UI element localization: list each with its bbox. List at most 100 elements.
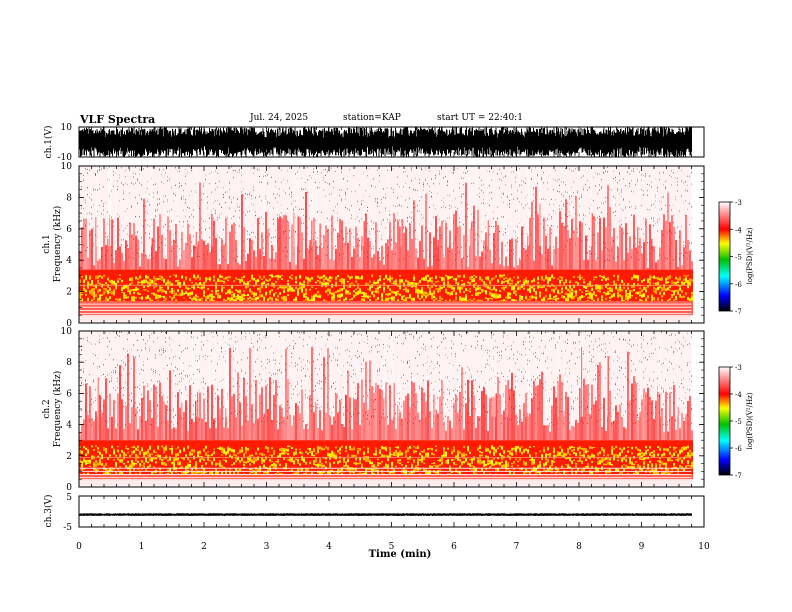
spectrogram-yellow-pixel <box>147 295 149 300</box>
spectrogram-yellow-pixel <box>321 275 323 279</box>
spectrogram-yellow-pixel <box>273 293 275 297</box>
spectrogram-column <box>373 254 375 270</box>
spectrogram-yellow-pixel <box>563 295 565 298</box>
spectrogram-low-band <box>241 301 243 316</box>
spectrogram-speck <box>547 182 548 184</box>
spectrogram-speck <box>121 239 122 241</box>
spectrogram-yellow-pixel <box>361 299 363 303</box>
spectrogram-speck <box>489 204 490 207</box>
spectrogram-low-band <box>669 301 671 316</box>
spectrogram-low-band <box>579 301 581 316</box>
spectrogram-speck <box>637 179 638 181</box>
spectrogram-column <box>587 259 589 270</box>
spectrogram-speck <box>339 235 340 237</box>
spectrogram-speck <box>411 221 412 223</box>
spectrogram-speck <box>191 214 192 216</box>
spectrogram-speck <box>317 237 318 239</box>
spectrogram-yellow-pixel <box>565 286 567 290</box>
spectrogram-column <box>145 255 147 270</box>
spectrogram-yellow-pixel <box>191 286 193 288</box>
spectrogram-column <box>271 245 273 270</box>
spectrogram-speck <box>263 247 264 249</box>
spectrogram-yellow-pixel <box>223 280 225 283</box>
spectrogram-low-band <box>363 301 365 316</box>
spectrogram-yellow-pixel <box>349 276 351 280</box>
spectrogram-yellow-pixel <box>479 286 481 290</box>
spectrogram-yellow-pixel <box>637 283 639 287</box>
spectrogram-low-band <box>685 301 687 316</box>
spectrogram-low-band <box>127 301 129 316</box>
spectrogram-speck <box>91 419 92 421</box>
spectrogram-speck <box>645 240 646 242</box>
spectrogram-speck <box>599 222 600 225</box>
spectrogram-low-band <box>89 301 91 316</box>
spectrogram-speck <box>119 403 120 405</box>
spectrogram-yellow-pixel <box>501 274 503 278</box>
spectrogram-yellow-pixel <box>453 286 455 289</box>
spectrogram-speck <box>639 171 640 173</box>
spectrogram-yellow-pixel <box>87 462 89 464</box>
spectrogram-speck <box>183 198 184 200</box>
spectrogram-yellow-pixel <box>227 297 229 301</box>
spectrogram-speck <box>593 200 594 202</box>
spectrogram-yellow-pixel <box>649 275 651 279</box>
spectrogram-speck <box>117 180 118 182</box>
spectrogram-yellow-pixel <box>431 280 433 284</box>
spectrogram-yellow-pixel <box>403 282 405 286</box>
spectrogram-speck <box>147 223 148 226</box>
spectrogram-speck <box>245 250 246 252</box>
spectrogram-yellow-pixel <box>507 278 509 282</box>
spectrogram-yellow-pixel <box>203 287 205 289</box>
spectrogram-speck <box>651 181 652 183</box>
spectrogram-low-band <box>135 301 137 316</box>
spectrogram-speck <box>327 254 328 256</box>
spectrogram-yellow-pixel <box>129 289 131 292</box>
spectrogram-speck <box>221 212 222 214</box>
spectrogram-yellow-pixel <box>683 282 685 284</box>
spectrogram-yellow-pixel <box>641 295 643 298</box>
spectrogram-yellow-pixel <box>367 295 369 298</box>
spectrogram-speck <box>189 207 190 209</box>
spectrogram-speck <box>233 258 234 260</box>
spectrogram-yellow-pixel <box>633 288 635 292</box>
spectrogram-yellow-pixel <box>673 293 675 296</box>
spectrogram-low-band <box>391 301 393 316</box>
spectrogram-speck <box>113 221 114 223</box>
spectrogram-yellow-pixel <box>137 291 139 295</box>
spectrogram-yellow-pixel <box>189 292 191 294</box>
spectrogram-speck <box>339 194 340 197</box>
spectrogram-speck <box>347 247 348 249</box>
spectrogram-speck <box>409 223 410 225</box>
spectrogram-yellow-pixel <box>389 297 391 299</box>
spectrogram-yellow-pixel <box>599 288 601 291</box>
spectrogram-speck <box>237 206 238 208</box>
spectrogram-speck <box>375 200 376 202</box>
spectrogram-speck <box>219 203 220 205</box>
spectrogram-speck <box>441 246 442 248</box>
spectrogram-speck <box>107 337 108 339</box>
spectrogram-speck <box>529 167 530 169</box>
spectrogram-yellow-pixel <box>319 277 321 280</box>
spectrogram-speck <box>427 230 428 232</box>
spectrogram-speck <box>519 258 520 260</box>
spectrogram-speck <box>393 226 394 229</box>
spectrogram-yellow-pixel <box>601 295 603 299</box>
spectrogram-yellow-pixel <box>247 281 249 285</box>
spectrogram-speck <box>243 240 244 242</box>
spectrogram-speck <box>167 199 168 201</box>
spectrogram-yellow-pixel <box>673 299 675 302</box>
spectrogram-yellow-pixel <box>521 295 523 299</box>
spectrogram-yellow-pixel <box>177 279 179 283</box>
spectrogram-speck <box>555 199 556 201</box>
spectrogram-yellow-pixel <box>197 296 199 298</box>
spectrogram-column <box>595 260 597 270</box>
spectrogram-yellow-pixel <box>521 298 523 300</box>
spectrogram-speck <box>171 241 172 243</box>
spectrogram-yellow-pixel <box>619 288 621 292</box>
spectrogram-low-band <box>525 301 527 316</box>
spectrogram-yellow-pixel <box>439 295 441 300</box>
spectrogram-yellow-pixel <box>287 280 289 283</box>
spectrogram-yellow-pixel <box>617 292 619 295</box>
spectrogram-column <box>87 415 89 441</box>
spectrogram-speck <box>675 177 676 179</box>
